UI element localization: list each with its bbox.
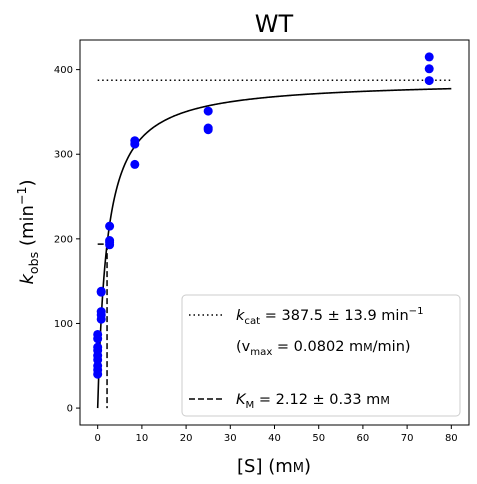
x-tick-label: 70 [401,433,414,444]
x-axis: 0 10 20 30 40 50 60 70 80 [94,425,458,444]
y-axis-label: kobs (min−1) [14,180,41,285]
chart-title: WT [255,10,294,38]
y-tick-label: 400 [54,65,73,76]
x-tick-label: 20 [180,433,193,444]
legend-kcat-label: kcat = 387.5 ± 13.9 min−1 [236,306,424,327]
data-point [424,76,434,86]
x-tick-label: 10 [136,433,149,444]
data-point [93,342,103,352]
data-point [105,221,115,231]
data-points [93,52,434,379]
y-tick-label: 0 [67,404,73,415]
x-tick-label: 60 [357,433,370,444]
fit-curve [96,87,452,409]
x-tick-label: 50 [312,433,325,444]
data-point [96,286,106,296]
legend-vmax-label: (vmax = 0.0802 mM/min) [236,339,411,358]
data-point [424,52,434,62]
y-axis: 0 100 200 300 400 [54,65,80,415]
legend-km-label: KM = 2.12 ± 0.33 mM [236,392,390,411]
data-point [424,64,434,74]
x-tick-label: 0 [94,433,100,444]
x-tick-label: 80 [445,433,458,444]
y-tick-label: 100 [54,319,73,330]
y-tick-label: 200 [54,234,73,245]
x-tick-label: 30 [224,433,237,444]
legend: kcat = 387.5 ± 13.9 min−1 (vmax = 0.0802… [181,294,461,417]
fit-lines [96,79,452,409]
x-tick-label: 40 [268,433,281,444]
data-point [130,159,140,169]
y-tick-label: 300 [54,150,73,161]
data-point [105,236,115,246]
data-point [203,123,213,133]
data-point [96,307,106,317]
x-axis-label: [S] (mM) [237,456,311,477]
data-point [203,106,213,116]
data-point [130,136,140,146]
data-point [93,329,103,339]
legend-box [181,294,461,417]
